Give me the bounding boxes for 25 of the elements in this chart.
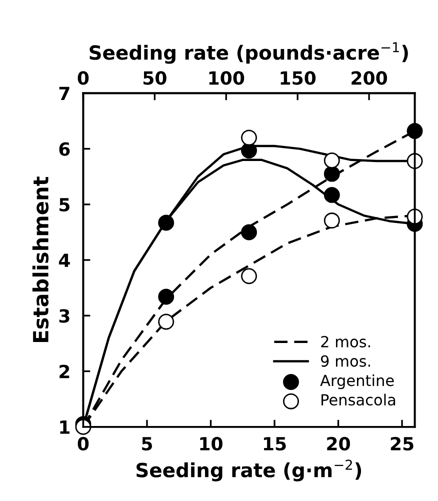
- legend-label: Argentine: [320, 374, 394, 390]
- y-axis-title: Establishment: [32, 176, 49, 342]
- legend-label: Pensacola: [322, 394, 396, 406]
- y-tick-label: 6: [59, 142, 70, 156]
- x2-tick-label: 100: [209, 71, 244, 85]
- y-tick-label: 4: [58, 254, 70, 267]
- y-tick-label: 5: [60, 198, 70, 212]
- y-tick-label: 2: [60, 364, 70, 378]
- x-tick-label: 20: [327, 436, 350, 451]
- legend-label: 2 mos.: [321, 336, 370, 348]
- x-axis-title: Seeding rate (g·m$^{−2}$): [136, 460, 362, 482]
- y-tick-label: 7: [59, 86, 70, 100]
- x-tick-label: 0: [78, 436, 89, 451]
- legend-label: 9 mos.: [320, 355, 370, 367]
- x2-tick-label: 50: [144, 71, 166, 85]
- x-tick-label: 10: [200, 436, 222, 451]
- y-tick-label: 1: [60, 420, 70, 434]
- x2-tick-label: 0: [78, 71, 89, 85]
- y-tick-label: 3: [59, 309, 70, 323]
- x-tick-label: 25: [390, 436, 414, 451]
- x2-axis-title: Seeding rate (pounds·acre$^{−1}$): [90, 42, 408, 64]
- x-tick-label: 15: [264, 437, 286, 451]
- x2-tick-label: 200: [352, 71, 388, 85]
- x-tick-label: 5: [142, 437, 152, 451]
- x2-tick-label: 150: [280, 71, 316, 85]
